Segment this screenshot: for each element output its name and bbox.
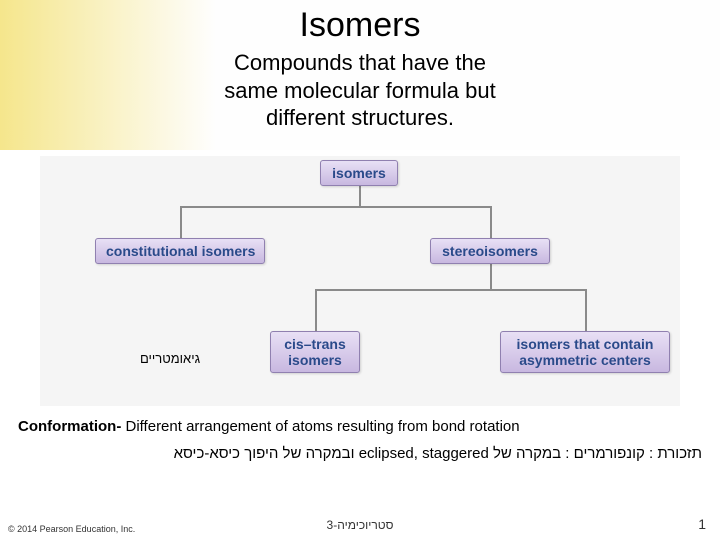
page-title: Isomers — [0, 6, 720, 45]
conformation-text: Conformation- Different arrangement of a… — [18, 418, 702, 435]
copyright-text: © 2014 Pearson Education, Inc. — [8, 524, 135, 534]
subtitle-l3: different structures. — [266, 105, 454, 130]
conformation-rest: Different arrangement of atoms resulting… — [121, 418, 519, 435]
footer-center-text: 3-סטריוכימיה — [327, 518, 394, 532]
connector — [490, 206, 492, 238]
subtitle: Compounds that have the same molecular f… — [0, 49, 720, 132]
connector — [180, 206, 182, 238]
header-banner: Isomers Compounds that have the same mol… — [0, 0, 720, 150]
hebrew-reminder: תזכורת : קונפורמרים : במקרה של eclipsed,… — [174, 445, 702, 462]
page-number: 1 — [698, 516, 706, 532]
connector — [180, 206, 490, 208]
node-isomers: isomers — [320, 160, 398, 186]
subtitle-l1: Compounds that have the — [234, 50, 486, 75]
connector — [585, 289, 587, 331]
hebrew-annotation: גיאומטריים — [140, 351, 200, 366]
connector — [359, 186, 361, 206]
hebrew-reminder-line: תזכורת : קונפורמרים : במקרה של eclipsed,… — [18, 445, 702, 462]
connector — [315, 289, 317, 331]
node-stereoisomers: stereoisomers — [430, 238, 550, 264]
isomers-diagram: גיאומטריים isomers constitutional isomers… — [40, 156, 680, 406]
node-asymmetric: isomers that containasymmetric centers — [500, 331, 670, 373]
conformation-bold: Conformation- — [18, 418, 121, 435]
connector — [315, 289, 585, 291]
connector — [490, 264, 492, 289]
node-constitutional: constitutional isomers — [95, 238, 265, 264]
node-cis-trans: cis–transisomers — [270, 331, 360, 373]
subtitle-l2: same molecular formula but — [224, 78, 495, 103]
